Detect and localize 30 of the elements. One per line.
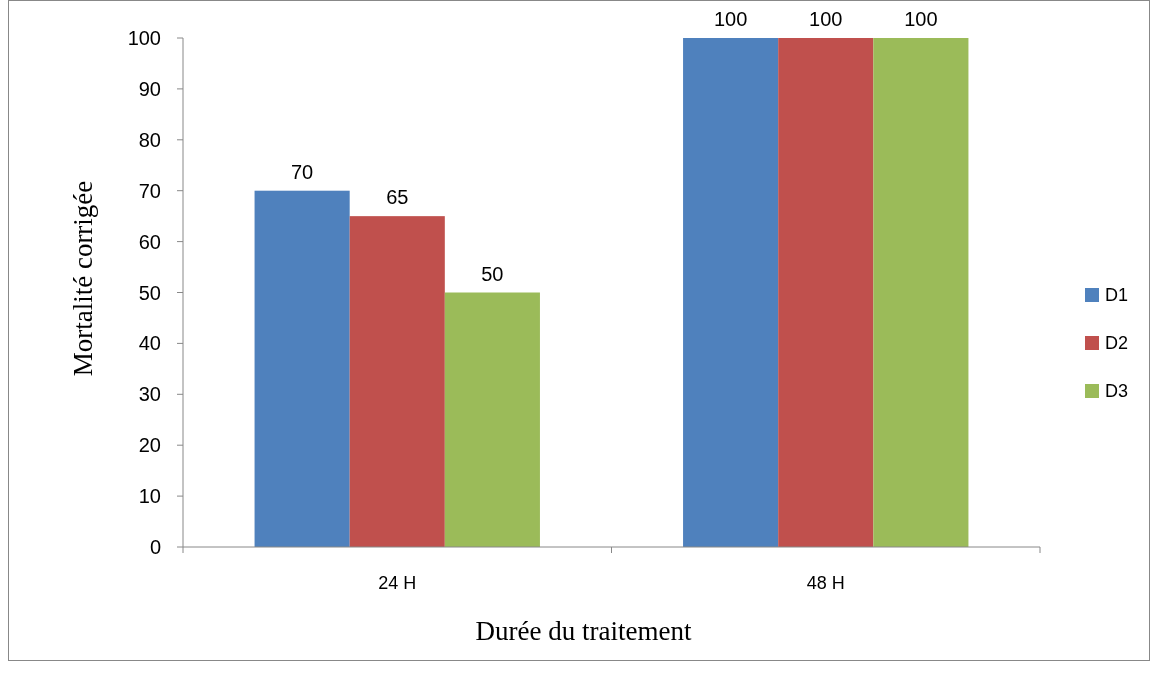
bar: [683, 38, 779, 547]
legend-label: D2: [1105, 333, 1129, 354]
y-axis-title: Mortalité corrigée: [68, 180, 98, 377]
data-label: 100: [809, 8, 843, 30]
data-label: 100: [904, 8, 938, 30]
bar: [349, 216, 445, 547]
y-tick-label: 70: [138, 179, 161, 202]
y-tick-label: 100: [127, 27, 161, 49]
x-tick-label: 24 H: [378, 573, 417, 593]
bar: [444, 292, 540, 547]
x-tick-label: 48 H: [806, 573, 845, 593]
y-tick-label: 40: [138, 332, 161, 355]
y-tick-label: 20: [138, 434, 161, 457]
y-tick-label: 0: [149, 536, 161, 558]
data-label: 65: [386, 186, 409, 209]
y-tick-label: 90: [138, 77, 161, 100]
data-label: 50: [481, 262, 504, 285]
y-tick-label: 60: [138, 230, 161, 253]
bar: [778, 38, 874, 547]
y-tick-label: 50: [138, 281, 161, 304]
bar: [254, 190, 350, 547]
y-tick-label: 10: [138, 485, 161, 508]
y-tick-label: 80: [138, 128, 161, 151]
y-tick-label: 30: [138, 383, 161, 406]
data-label: 100: [713, 8, 748, 30]
x-axis-title: Durée du traitement: [475, 616, 692, 646]
bar: [873, 38, 969, 547]
legend-label: D1: [1105, 285, 1129, 306]
data-label: 70: [291, 160, 314, 183]
legend-label: D3: [1105, 381, 1129, 402]
